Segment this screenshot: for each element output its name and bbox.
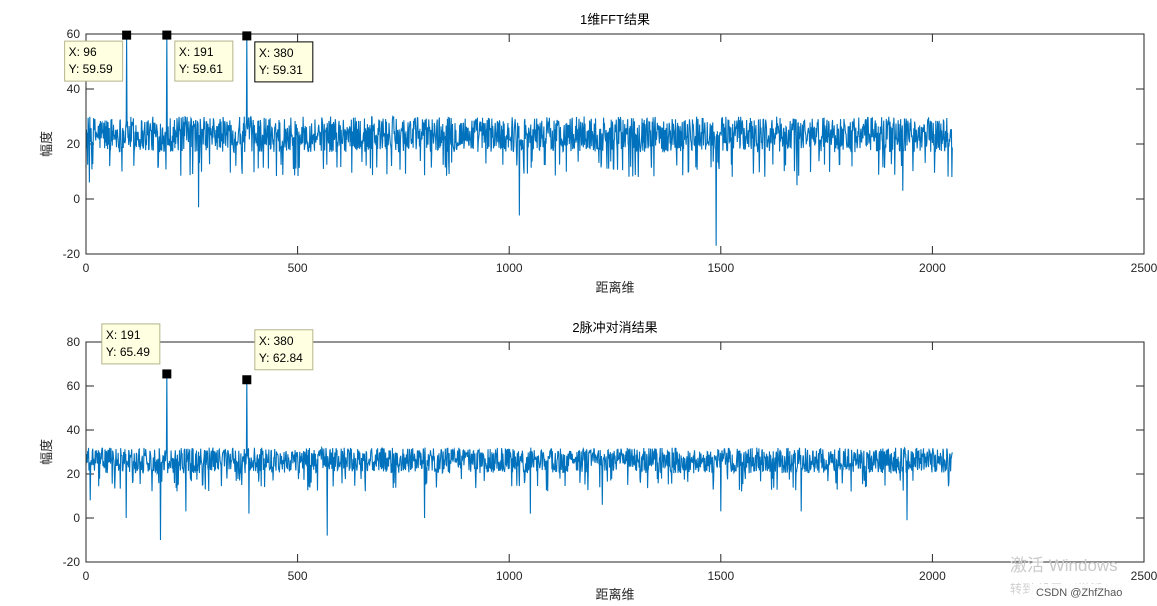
x-tick-label: 2000 <box>919 569 946 583</box>
plot-1-xticks: 0 500 1000 1500 2000 2500 <box>83 34 1157 275</box>
y-tick-label: 40 <box>67 82 81 96</box>
plot-2-ylabel: 幅度 <box>39 439 54 465</box>
plot-1-series-line <box>85 35 953 246</box>
y-tick-label: 40 <box>67 423 81 437</box>
datatip-x-text: X: 191 <box>106 328 141 342</box>
y-tick-label: 60 <box>67 27 81 41</box>
csdn-bg <box>1030 584 1142 600</box>
datatip-box[interactable] <box>101 323 161 365</box>
x-tick-label: 1000 <box>496 569 523 583</box>
plot-2-title: 2脉冲对消结果 <box>572 320 657 335</box>
datatip-x-text: X: 191 <box>179 45 214 59</box>
windows-activation-watermark: 激活 Windows <box>1010 556 1118 575</box>
datatip-box[interactable] <box>64 40 124 82</box>
y-tick-label: -20 <box>63 247 81 261</box>
y-tick-label: 20 <box>67 137 81 151</box>
datatip-x-text: X: 380 <box>259 46 294 60</box>
x-tick-label: 0 <box>83 569 90 583</box>
datatip-marker[interactable] <box>242 31 252 41</box>
x-tick-label: 0 <box>83 261 90 275</box>
datatip-box[interactable] <box>254 41 314 83</box>
datatip-y-text: Y: 59.61 <box>179 62 223 76</box>
x-tick-label: 2000 <box>919 261 946 275</box>
datatip-box[interactable] <box>254 329 314 371</box>
x-tick-label: 500 <box>288 261 308 275</box>
plot-2-series-line <box>85 373 953 541</box>
datatip-y-text: Y: 59.59 <box>69 62 113 76</box>
plot-1-frame <box>85 33 1145 255</box>
plot-1-title: 1维FFT结果 <box>580 12 650 27</box>
y-tick-label: 80 <box>67 335 81 349</box>
plot-2-xticks: 0 500 1000 1500 2000 2500 <box>83 342 1157 583</box>
datatip-marker[interactable] <box>162 30 172 40</box>
plot-2-yticks: -20 0 20 40 60 80 <box>63 335 1144 569</box>
x-tick-label: 1500 <box>707 261 734 275</box>
y-tick-label: 0 <box>73 192 80 206</box>
plot-2-datatips[interactable]: X: 191 Y: 65.49 X: 380 Y: 62.84 <box>101 323 314 385</box>
y-tick-label: 0 <box>73 511 80 525</box>
y-tick-label: -20 <box>63 555 81 569</box>
x-tick-label: 2500 <box>1131 569 1157 583</box>
csdn-watermark: CSDN @ZhfZhao <box>1036 587 1122 599</box>
datatip-marker[interactable] <box>162 369 172 379</box>
y-tick-label: 20 <box>67 467 81 481</box>
plot-1-xlabel: 距离维 <box>595 280 634 295</box>
datatip-y-text: Y: 62.84 <box>259 351 303 365</box>
datatip-marker[interactable] <box>122 30 132 40</box>
x-tick-label: 1500 <box>707 569 734 583</box>
plot-2pulse: 2脉冲对消结果 距离维 幅度 0 500 1000 1500 2000 2500 -200… <box>39 320 1157 602</box>
plot-2-frame <box>85 341 1145 563</box>
x-tick-label: 500 <box>288 569 308 583</box>
datatip-x-text: X: 96 <box>69 45 97 59</box>
plot-2-xlabel: 距离维 <box>595 587 634 602</box>
datatip-x-text: X: 380 <box>259 334 294 348</box>
datatip-marker[interactable] <box>242 375 252 385</box>
datatip-y-text: Y: 59.31 <box>259 63 303 77</box>
datatip-y-text: Y: 65.49 <box>106 345 150 359</box>
plot-1-ylabel: 幅度 <box>39 131 54 157</box>
plot-1fft: 1维FFT结果 距离维 幅度 0 500 1000 1500 2000 2500 -200… <box>39 12 1157 295</box>
plot-1-datatips[interactable]: X: 96 Y: 59.59 X: 191 Y: 59.61 X: 380 Y: 59.3… <box>64 30 314 83</box>
x-tick-label: 1000 <box>496 261 523 275</box>
y-tick-label: 60 <box>67 379 81 393</box>
datatip-box[interactable] <box>174 40 234 82</box>
x-tick-label: 2500 <box>1131 261 1157 275</box>
